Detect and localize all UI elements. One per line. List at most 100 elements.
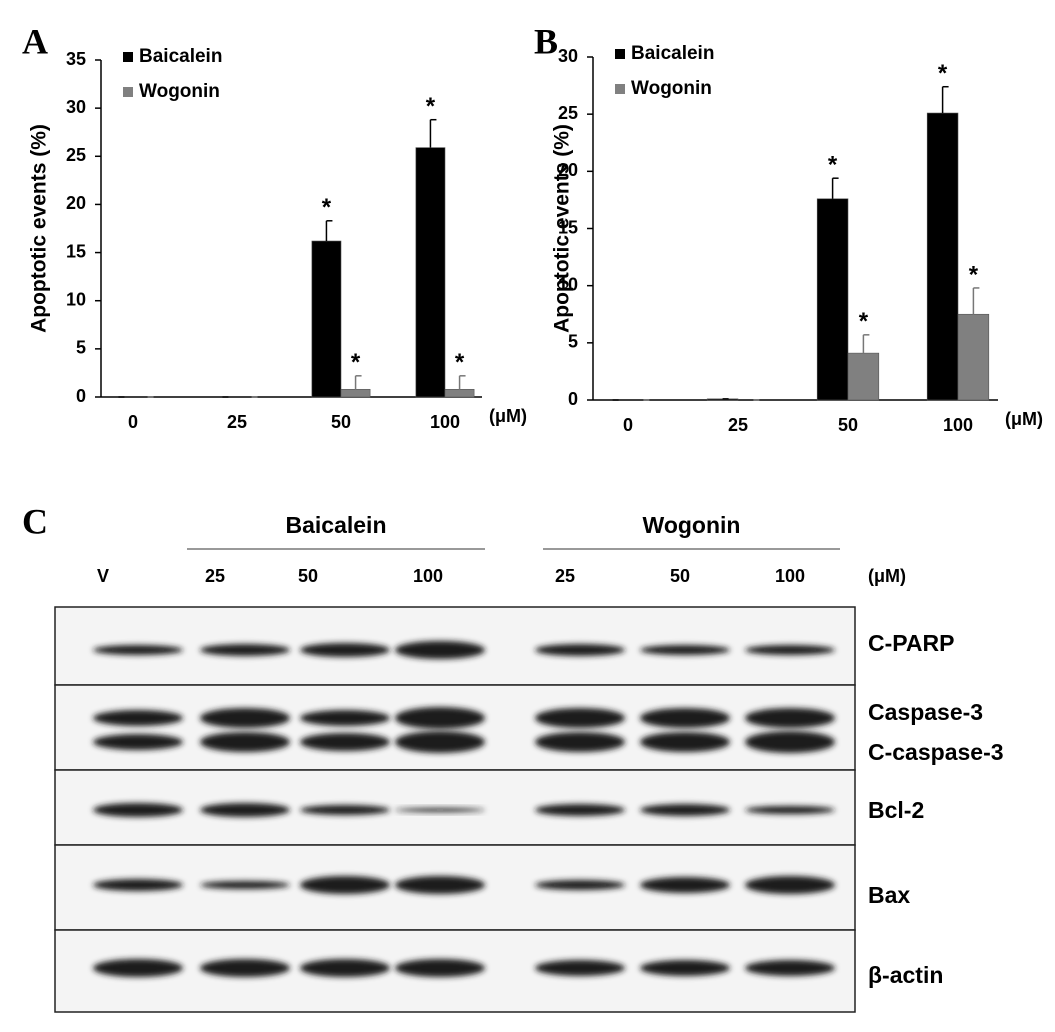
- lane-label: 100: [775, 566, 805, 586]
- y-tick-label: 30: [558, 46, 578, 66]
- significance-marker: *: [938, 60, 948, 87]
- blot-band: [300, 959, 390, 977]
- blot-band: [300, 805, 390, 815]
- panel-label: A: [22, 21, 48, 61]
- y-axis-label: Apoptotic events (%): [28, 124, 51, 333]
- legend-swatch: [123, 87, 133, 97]
- y-tick-label: 25: [66, 145, 86, 165]
- blot-band: [93, 803, 183, 817]
- bar: [926, 112, 959, 401]
- legend-label: Wogonin: [139, 81, 220, 102]
- row-label: C-PARP: [868, 630, 954, 656]
- lane-label: 25: [555, 566, 575, 586]
- y-tick-label: 15: [558, 217, 578, 237]
- y-tick-label: 20: [558, 160, 578, 180]
- blot-band: [93, 734, 183, 750]
- blot-band: [745, 708, 835, 728]
- x-unit: (μM): [1005, 409, 1043, 429]
- group-label: Baicalein: [286, 512, 387, 538]
- blot-band: [93, 959, 183, 977]
- y-tick-label: 15: [66, 241, 86, 261]
- lane-label: V: [97, 566, 109, 586]
- y-tick-label: 35: [66, 49, 86, 69]
- bar: [415, 147, 446, 398]
- blot-band: [93, 710, 183, 726]
- blot-band: [93, 879, 183, 891]
- lane-label: 100: [413, 566, 443, 586]
- blot-band: [395, 808, 485, 812]
- lane-label: 50: [670, 566, 690, 586]
- x-tick-label: 100: [430, 412, 460, 432]
- blot-band: [535, 804, 625, 816]
- x-unit: (μM): [489, 406, 527, 426]
- legend-swatch: [615, 49, 625, 59]
- blot-band: [535, 880, 625, 890]
- legend-swatch: [123, 52, 133, 62]
- panel-label: B: [534, 21, 558, 61]
- x-tick-label: 100: [943, 415, 973, 435]
- group-label: Wogonin: [643, 512, 741, 538]
- row-label: β-actin: [868, 962, 943, 988]
- bar: [311, 240, 342, 398]
- lane-label: 25: [205, 566, 225, 586]
- y-tick-label: 5: [76, 338, 86, 358]
- significance-marker: *: [426, 93, 436, 120]
- bar: [816, 198, 849, 401]
- blot-band: [395, 707, 485, 729]
- blot-band: [640, 645, 730, 655]
- blot-band: [535, 732, 625, 752]
- x-tick-label: 0: [623, 415, 633, 435]
- blot-band: [640, 732, 730, 752]
- blot-band: [395, 959, 485, 977]
- y-tick-label: 20: [66, 193, 86, 213]
- blot-band: [640, 708, 730, 728]
- blot-band: [640, 804, 730, 816]
- row-label: Bcl-2: [868, 797, 924, 823]
- blot-band: [535, 960, 625, 976]
- legend-label: Baicalein: [631, 43, 714, 64]
- blot-band: [93, 645, 183, 655]
- blot-band: [200, 644, 290, 656]
- legend-label: Wogonin: [631, 78, 712, 99]
- unit-label: (μM): [868, 566, 906, 586]
- y-tick-label: 30: [66, 97, 86, 117]
- panel-label: C: [22, 501, 48, 541]
- x-tick-label: 25: [227, 412, 247, 432]
- y-tick-label: 25: [558, 103, 578, 123]
- x-tick-label: 25: [728, 415, 748, 435]
- bar: [847, 352, 880, 401]
- y-tick-label: 10: [558, 274, 578, 294]
- y-tick-label: 0: [76, 386, 86, 406]
- x-tick-label: 50: [838, 415, 858, 435]
- blot-band: [200, 881, 290, 889]
- blot-band: [200, 732, 290, 752]
- y-tick-label: 0: [568, 389, 578, 409]
- blot-band: [745, 960, 835, 976]
- blot-band: [640, 960, 730, 976]
- legend-swatch: [615, 84, 625, 94]
- significance-marker: *: [351, 349, 361, 376]
- lane-label: 50: [298, 566, 318, 586]
- blot-band: [535, 708, 625, 728]
- blot-band: [300, 643, 390, 657]
- y-tick-label: 5: [568, 332, 578, 352]
- y-tick-label: 10: [66, 289, 86, 309]
- blot-band: [535, 644, 625, 656]
- blot-band: [745, 876, 835, 894]
- bar: [444, 388, 475, 398]
- blot-band: [200, 959, 290, 977]
- blot-band: [300, 710, 390, 726]
- row-label: Caspase-3: [868, 699, 983, 725]
- blot-band: [745, 806, 835, 814]
- row-label: Bax: [868, 882, 910, 908]
- blot-band: [395, 731, 485, 753]
- row-label: C-caspase-3: [868, 739, 1004, 765]
- x-tick-label: 50: [331, 412, 351, 432]
- significance-marker: *: [859, 308, 869, 335]
- blot-band: [745, 645, 835, 655]
- legend-label: Baicalein: [139, 46, 222, 67]
- blot-band: [395, 876, 485, 894]
- significance-marker: *: [828, 152, 838, 179]
